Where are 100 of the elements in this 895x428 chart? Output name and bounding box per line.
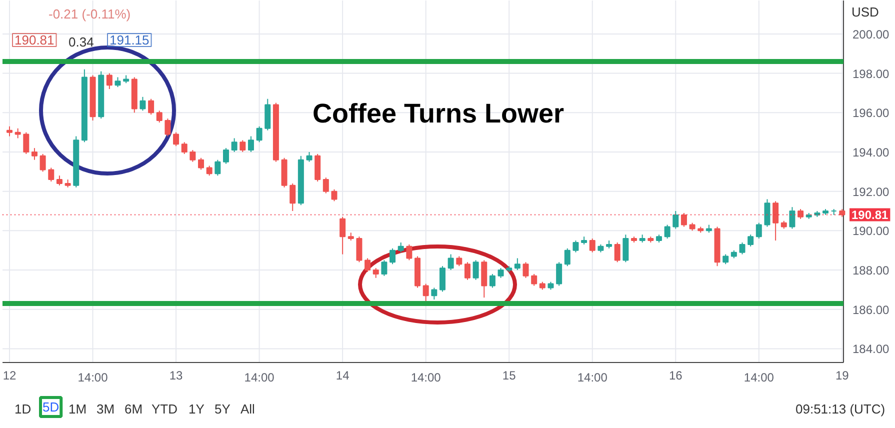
candlestick xyxy=(198,157,204,170)
candlestick xyxy=(364,258,371,272)
candlestick xyxy=(589,238,596,253)
candlestick xyxy=(156,110,162,123)
candlestick xyxy=(572,240,579,253)
candlestick xyxy=(222,148,229,164)
candlestick xyxy=(23,132,30,154)
y-tick-label: 192.00 xyxy=(852,184,890,199)
candlestick xyxy=(140,96,146,112)
candlestick xyxy=(672,210,679,230)
x-tick-label: 14:00 xyxy=(244,370,275,384)
candlestick xyxy=(439,266,446,292)
candlestick xyxy=(56,175,62,186)
candlestick xyxy=(290,182,296,212)
text: 1Y xyxy=(188,402,205,416)
ref-line-label: 190.81 xyxy=(852,208,889,222)
candlestick xyxy=(472,260,479,280)
candlestick xyxy=(680,212,687,228)
text: 5Y xyxy=(214,402,231,416)
candlestick xyxy=(214,159,221,176)
candlestick xyxy=(148,98,154,116)
candlestick xyxy=(522,262,529,278)
candlestick xyxy=(306,151,312,162)
candlestick xyxy=(206,165,212,176)
text: USD xyxy=(852,4,879,20)
candlestick xyxy=(789,206,796,230)
candlestick xyxy=(248,136,254,152)
text: YTD xyxy=(152,402,178,416)
annotation: 0.34 xyxy=(68,34,94,50)
candlestick xyxy=(564,248,570,267)
y-tick-label: 200.00 xyxy=(852,27,890,42)
candlestick xyxy=(514,258,520,271)
candlestick xyxy=(164,118,171,137)
candlestick xyxy=(398,242,404,253)
y-tick-label: 188.00 xyxy=(852,264,890,278)
candlestick xyxy=(181,142,188,154)
candlestick xyxy=(322,177,329,194)
candlestick xyxy=(456,256,462,267)
candlestick xyxy=(764,198,770,228)
candlestick xyxy=(314,153,321,182)
candlestick xyxy=(31,148,38,160)
candlestick xyxy=(40,153,46,172)
candlestick xyxy=(340,216,346,255)
annotation: 191.15 xyxy=(110,32,150,48)
x-tick-label: 16 xyxy=(668,368,683,382)
text: 3M xyxy=(96,402,115,416)
candlestick xyxy=(756,222,762,240)
text: All xyxy=(240,402,256,416)
candlestick xyxy=(464,262,470,280)
y-tick-label: 194.00 xyxy=(852,145,890,160)
candlestick xyxy=(190,150,196,162)
candlestick xyxy=(331,188,338,202)
candlestick xyxy=(498,268,504,278)
candlestick xyxy=(448,254,454,271)
candlestick xyxy=(372,268,379,278)
text: Coffee Turns Lower xyxy=(312,98,565,128)
text: 6M xyxy=(124,402,143,416)
candlestick xyxy=(356,236,362,263)
candlestick xyxy=(106,72,112,90)
candlestick xyxy=(614,242,620,263)
x-tick-label: 14:00 xyxy=(577,370,608,384)
x-tick-label: 14 xyxy=(336,368,350,382)
x-tick-label: 15 xyxy=(502,368,516,382)
candlestick xyxy=(772,200,779,242)
text: 1D xyxy=(14,402,32,416)
candlestick xyxy=(231,138,238,152)
candlestick xyxy=(381,260,388,276)
text: 1M xyxy=(68,402,87,416)
candlestick xyxy=(556,262,562,286)
candlestick xyxy=(481,260,488,298)
y-tick-label: 184.00 xyxy=(852,342,890,356)
y-tick-label: 190.00 xyxy=(852,224,890,238)
x-tick-label: 12 xyxy=(2,368,16,382)
text: 5D xyxy=(42,400,60,414)
candlestick xyxy=(390,248,396,265)
candlestick xyxy=(748,234,754,247)
candlestick xyxy=(422,283,429,302)
candlestick xyxy=(664,224,670,240)
candlestick xyxy=(240,140,246,152)
candlestick xyxy=(48,167,54,182)
candlestick xyxy=(798,208,804,220)
candlestick xyxy=(14,128,21,139)
candlestick xyxy=(489,273,496,288)
y-tick-label: 196.00 xyxy=(852,106,890,120)
annotation: 190.81 xyxy=(14,32,54,48)
y-tick-label: 186.00 xyxy=(852,302,890,317)
annotation: -0.21 (-0.11%) xyxy=(48,6,131,22)
candlestick xyxy=(406,244,412,261)
candlestick xyxy=(531,273,538,286)
candlestick xyxy=(114,76,121,88)
text: 09:51:13 (UTC) xyxy=(796,402,886,416)
x-tick-label: 14:00 xyxy=(744,370,774,384)
x-tick-label: 13 xyxy=(169,368,184,382)
y-tick-label: 198.00 xyxy=(852,66,890,81)
candlestick xyxy=(256,126,262,143)
x-tick-label: 14:00 xyxy=(410,370,442,384)
candlestick xyxy=(264,98,271,131)
candlestick xyxy=(739,242,746,255)
x-tick-label: 14:00 xyxy=(78,370,108,384)
candlestick xyxy=(173,132,180,147)
